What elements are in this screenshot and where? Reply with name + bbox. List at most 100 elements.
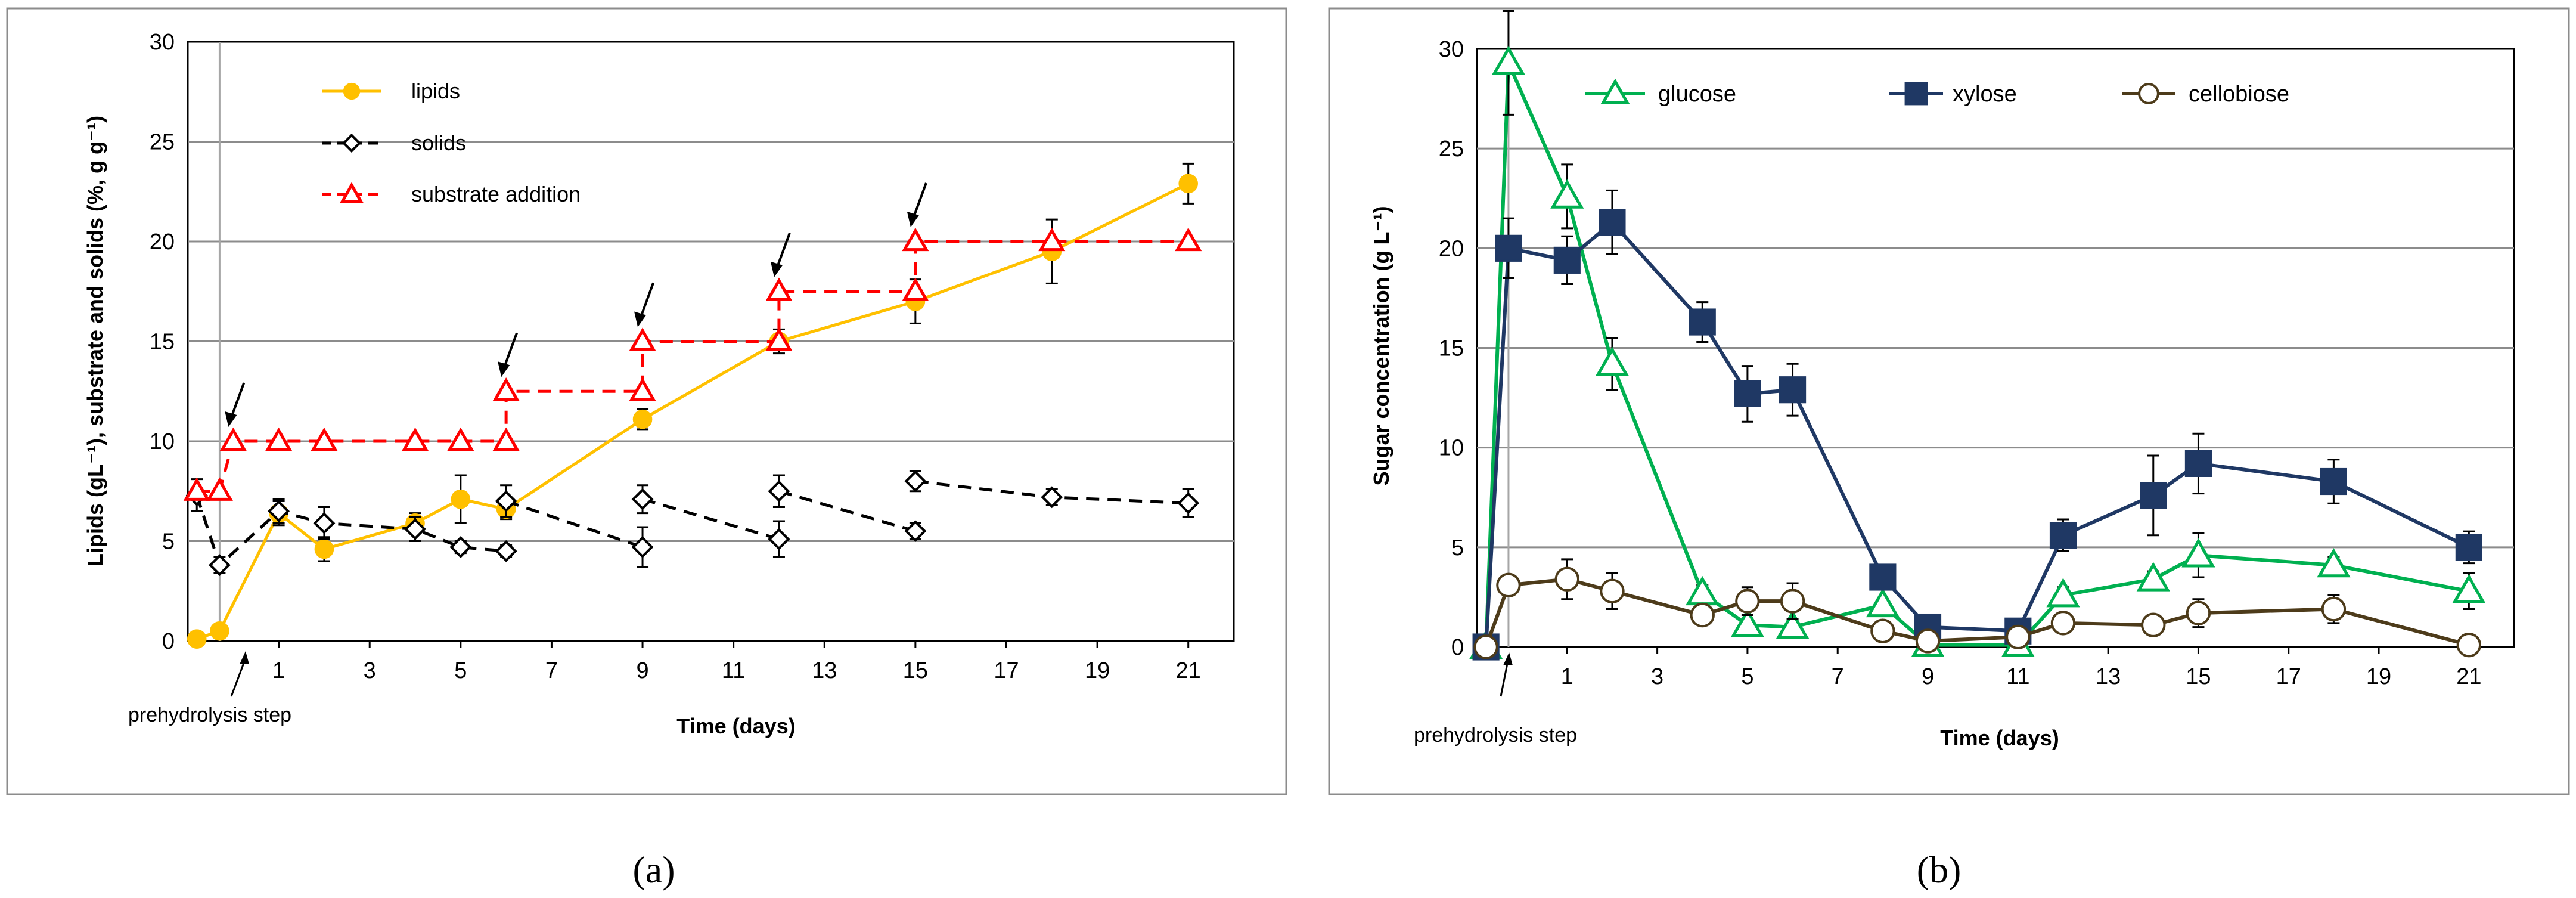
a-substrate-addition-point-4 bbox=[311, 427, 338, 451]
legend-item-lipids: lipids bbox=[322, 79, 460, 103]
b-glucose-point-2 bbox=[1550, 179, 1584, 209]
a-y-tick-5: 5 bbox=[162, 529, 175, 555]
b-y-tick-15: 15 bbox=[1439, 336, 1464, 361]
legend-label-cellobiose: cellobiose bbox=[2189, 82, 2289, 107]
panel-a-x-axis-label: Time (days) bbox=[676, 714, 795, 738]
b-xylose-point-5 bbox=[1734, 380, 1761, 407]
a-y-tick-10: 10 bbox=[150, 429, 175, 454]
panel-b-y-tick-labels: 0 5 10 15 20 25 30 bbox=[1439, 37, 1464, 660]
b-x-tick-3: 3 bbox=[1651, 664, 1663, 689]
a-solids-point-6 bbox=[495, 540, 517, 562]
b-y-tick-20: 20 bbox=[1439, 236, 1464, 261]
panel-a-label: (a) bbox=[632, 849, 675, 891]
addition-arrow-head-4 bbox=[907, 212, 919, 227]
b-cellobiose-point-9 bbox=[2006, 624, 2031, 649]
b-y-tick-5: 5 bbox=[1451, 535, 1464, 561]
panel-b-label: (b) bbox=[1917, 849, 1962, 891]
panel-a-x-tick-labels: 1 3 5 7 9 11 13 15 17 19 21 bbox=[272, 641, 1201, 683]
b-glucose-point-11 bbox=[2136, 562, 2170, 592]
a-solids-point-13 bbox=[904, 470, 927, 493]
a-lipids-point-1 bbox=[210, 621, 229, 641]
a-lipids-point-3 bbox=[314, 539, 334, 559]
a-solids-point-5 bbox=[449, 536, 472, 558]
legend-item-solids: solids bbox=[322, 131, 466, 155]
legend-item-xylose: xylose bbox=[1889, 82, 2017, 107]
b-xylose-point-7 bbox=[1869, 563, 1897, 591]
a-substrate-addition-point-10 bbox=[629, 327, 656, 351]
a-substrate-addition-point-16 bbox=[1175, 227, 1202, 252]
b-glucose-point-3 bbox=[1595, 346, 1630, 376]
b-glucose-point-12 bbox=[2181, 538, 2215, 568]
a-lipids-point-0 bbox=[187, 629, 207, 649]
addition-arrow-shaft-1 bbox=[502, 332, 519, 369]
legend-item-substrate-addition: substrate addition bbox=[322, 182, 581, 206]
b-xylose-point-14 bbox=[2455, 534, 2482, 561]
panel-a-annotation-arrow bbox=[230, 658, 247, 697]
b-x-tick-7: 7 bbox=[1832, 664, 1844, 689]
b-x-tick-13: 13 bbox=[2096, 664, 2121, 689]
legend-marker-substrate-addition bbox=[340, 182, 364, 203]
b-glucose-point-14 bbox=[2452, 574, 2486, 603]
a-substrate-addition-point-15 bbox=[1038, 227, 1066, 252]
b-glucose-point-5 bbox=[1730, 608, 1765, 637]
panel-b-x-axis-label: Time (days) bbox=[1940, 726, 2059, 750]
a-y-tick-0: 0 bbox=[162, 629, 175, 654]
a-substrate-addition-point-1 bbox=[206, 477, 233, 501]
b-y-tick-0: 0 bbox=[1451, 635, 1464, 660]
a-solids-point-7 bbox=[495, 490, 517, 512]
a-substrate-addition-point-7 bbox=[492, 427, 520, 451]
b-xylose-point-1 bbox=[1495, 234, 1522, 262]
legend-marker-lipids bbox=[343, 82, 361, 100]
a-x-tick-15: 15 bbox=[903, 658, 928, 683]
b-xylose-point-13 bbox=[2320, 467, 2347, 496]
b-x-tick-15: 15 bbox=[2186, 664, 2211, 689]
b-cellobiose-point-0 bbox=[1473, 634, 1498, 659]
addition-arrow-shaft-3 bbox=[775, 233, 791, 270]
a-substrate-addition-point-0 bbox=[183, 477, 210, 501]
b-cellobiose-point-1 bbox=[1496, 572, 1521, 598]
a-x-tick-5: 5 bbox=[454, 658, 467, 683]
legend-marker-solids bbox=[342, 133, 362, 153]
b-xylose-point-11 bbox=[2140, 482, 2167, 509]
a-lipids-point-11 bbox=[1178, 174, 1198, 194]
a-substrate-addition-point-5 bbox=[402, 427, 429, 451]
b-x-tick-19: 19 bbox=[2366, 664, 2391, 689]
a-solids-point-15 bbox=[1177, 492, 1200, 515]
a-substrate-addition-point-13 bbox=[902, 277, 929, 301]
b-glucose-point-6 bbox=[1776, 609, 1810, 639]
b-x-tick-21: 21 bbox=[2456, 664, 2481, 689]
b-x-tick-11: 11 bbox=[2006, 664, 2029, 689]
b-cellobiose-point-13 bbox=[2321, 596, 2347, 622]
legend-marker-cellobiose bbox=[2138, 83, 2159, 104]
b-glucose-point-1 bbox=[1491, 45, 1526, 75]
a-x-tick-9: 9 bbox=[636, 658, 648, 683]
a-solids-point-10 bbox=[768, 528, 790, 550]
a-x-tick-7: 7 bbox=[545, 658, 558, 683]
b-y-tick-30: 30 bbox=[1439, 37, 1464, 62]
b-cellobiose-point-4 bbox=[1690, 602, 1715, 628]
a-x-tick-13: 13 bbox=[812, 658, 837, 683]
addition-arrow-head-2 bbox=[634, 311, 647, 327]
b-glucose-point-10 bbox=[2046, 578, 2080, 608]
b-xylose-point-4 bbox=[1689, 308, 1716, 336]
a-substrate-addition-point-8 bbox=[492, 377, 520, 401]
a-y-tick-20: 20 bbox=[150, 230, 175, 255]
a-solids-line-3 bbox=[778, 490, 916, 533]
legend-marker-xylose bbox=[1904, 82, 1928, 106]
addition-arrow-head-3 bbox=[770, 261, 783, 277]
b-cellobiose-point-5 bbox=[1735, 589, 1760, 614]
panel-a-series bbox=[183, 162, 1202, 649]
panel-a-annotation-arrowhead bbox=[240, 651, 249, 664]
b-x-tick-1: 1 bbox=[1561, 664, 1573, 689]
legend-marker-glucose bbox=[1600, 78, 1630, 104]
a-solids-point-14 bbox=[1041, 486, 1063, 509]
b-cellobiose-point-10 bbox=[2050, 611, 2076, 636]
a-x-tick-1: 1 bbox=[272, 658, 285, 683]
a-solids-point-8 bbox=[631, 536, 654, 558]
legend-label-solids: solids bbox=[411, 131, 466, 155]
panel-b-annotation-arrowhead bbox=[1503, 652, 1513, 665]
legend-label-xylose: xylose bbox=[1953, 82, 2017, 107]
legend-item-glucose: glucose bbox=[1585, 78, 1736, 107]
